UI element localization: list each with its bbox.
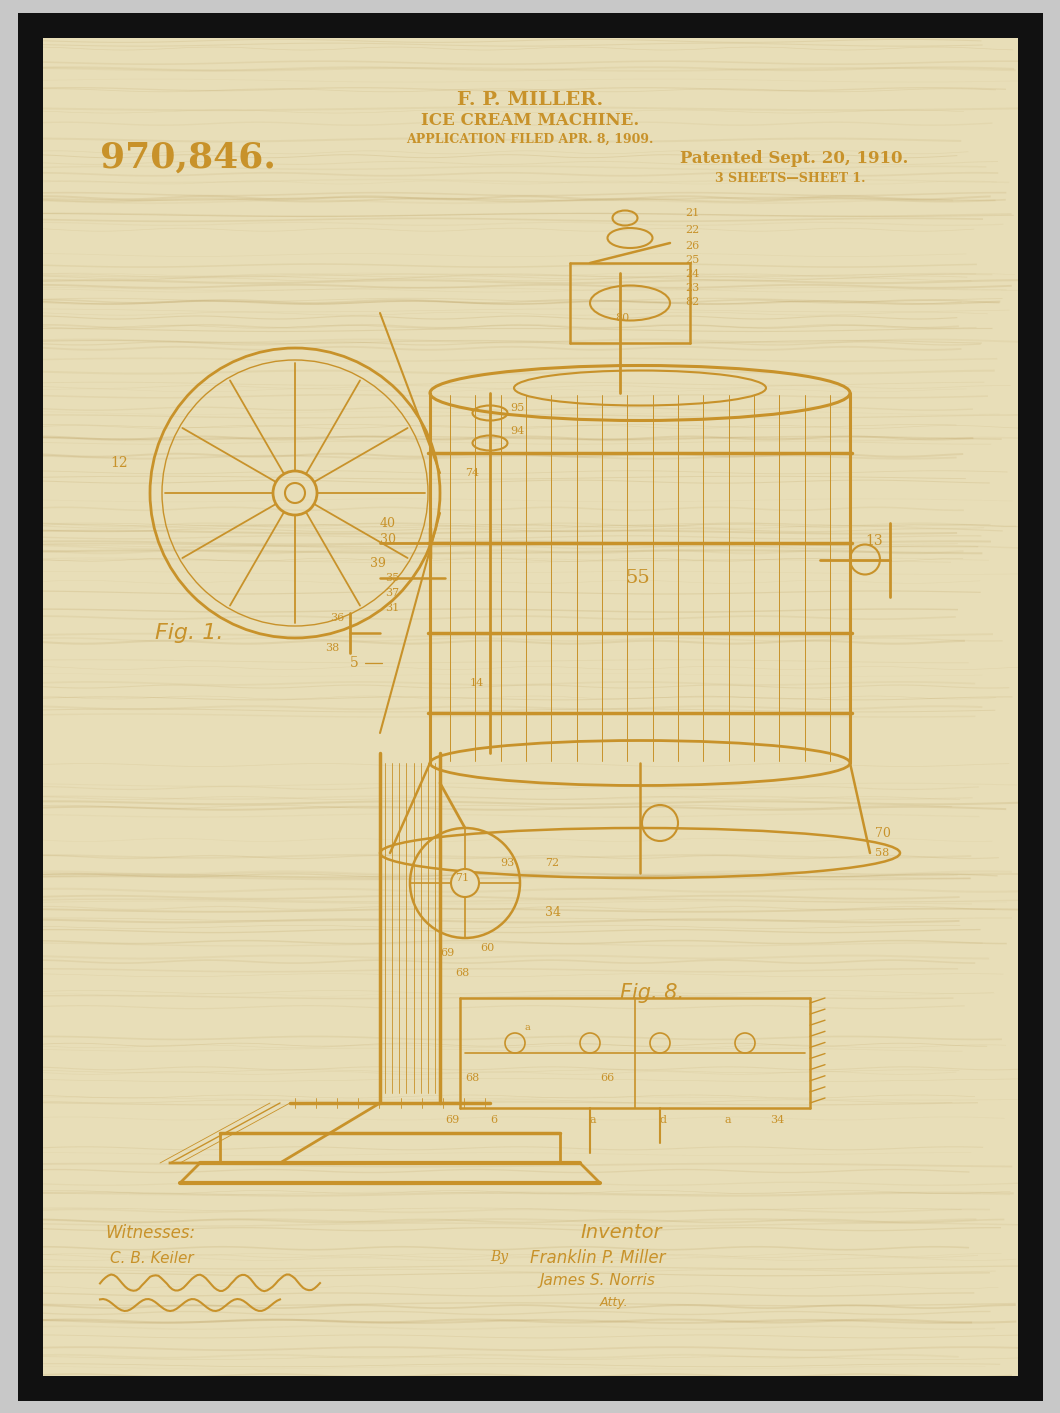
Text: 66: 66 [600, 1072, 614, 1082]
Text: Fig. 8.: Fig. 8. [620, 983, 684, 1003]
Text: 74: 74 [465, 468, 479, 478]
Text: James S. Norris: James S. Norris [540, 1273, 656, 1289]
Text: Witnesses:: Witnesses: [105, 1224, 195, 1242]
Text: 80: 80 [615, 314, 630, 324]
Text: 22: 22 [685, 225, 700, 235]
Text: 36: 36 [330, 613, 345, 623]
Text: 970,846.: 970,846. [100, 141, 276, 175]
Text: F. P. MILLER.: F. P. MILLER. [457, 90, 603, 109]
Text: 35: 35 [385, 574, 400, 584]
Text: a: a [525, 1023, 531, 1033]
Text: C. B. Keiler: C. B. Keiler [110, 1251, 194, 1266]
Text: 30: 30 [379, 533, 396, 545]
Text: 38: 38 [325, 643, 339, 653]
Text: 55: 55 [625, 569, 650, 586]
Text: 72: 72 [545, 858, 559, 868]
Text: 37: 37 [385, 588, 400, 598]
Text: 82: 82 [685, 297, 700, 307]
Text: 95: 95 [510, 403, 525, 413]
Text: 68: 68 [465, 1072, 479, 1082]
Text: 58: 58 [874, 848, 889, 858]
Text: Atty.: Atty. [600, 1296, 629, 1308]
Text: 93: 93 [500, 858, 514, 868]
Text: 31: 31 [385, 603, 400, 613]
Text: 6: 6 [490, 1115, 497, 1125]
Text: 68: 68 [455, 968, 470, 978]
Text: 94: 94 [510, 425, 525, 437]
Text: 70: 70 [874, 827, 890, 839]
Text: By: By [490, 1251, 508, 1265]
Text: ICE CREAM MACHINE.: ICE CREAM MACHINE. [421, 112, 639, 129]
Text: 24: 24 [685, 268, 700, 278]
Text: 25: 25 [685, 254, 700, 266]
Text: 12: 12 [110, 456, 127, 471]
Text: Fig. 1.: Fig. 1. [155, 623, 224, 643]
Text: 23: 23 [685, 283, 700, 292]
Text: APPLICATION FILED APR. 8, 1909.: APPLICATION FILED APR. 8, 1909. [406, 133, 654, 146]
Text: 26: 26 [685, 242, 700, 252]
Text: a: a [725, 1115, 731, 1125]
Text: a: a [590, 1115, 597, 1125]
Text: Inventor: Inventor [580, 1224, 661, 1242]
Text: 3 SHEETS—SHEET 1.: 3 SHEETS—SHEET 1. [716, 171, 866, 185]
Circle shape [450, 869, 479, 897]
Text: 40: 40 [379, 517, 396, 530]
Text: 34: 34 [545, 907, 561, 920]
Text: Franklin P. Miller: Franklin P. Miller [530, 1249, 666, 1267]
Text: 71: 71 [455, 873, 470, 883]
Text: 69: 69 [440, 948, 455, 958]
Circle shape [285, 483, 305, 503]
Text: 39: 39 [370, 557, 386, 569]
Text: 13: 13 [865, 534, 883, 548]
Text: d: d [660, 1115, 667, 1125]
Text: Patented Sept. 20, 1910.: Patented Sept. 20, 1910. [681, 150, 908, 167]
Text: 21: 21 [685, 208, 700, 218]
Text: 5: 5 [350, 656, 358, 670]
Text: 14: 14 [470, 678, 484, 688]
Text: 60: 60 [480, 942, 494, 952]
Text: 34: 34 [770, 1115, 784, 1125]
Text: 69: 69 [445, 1115, 459, 1125]
